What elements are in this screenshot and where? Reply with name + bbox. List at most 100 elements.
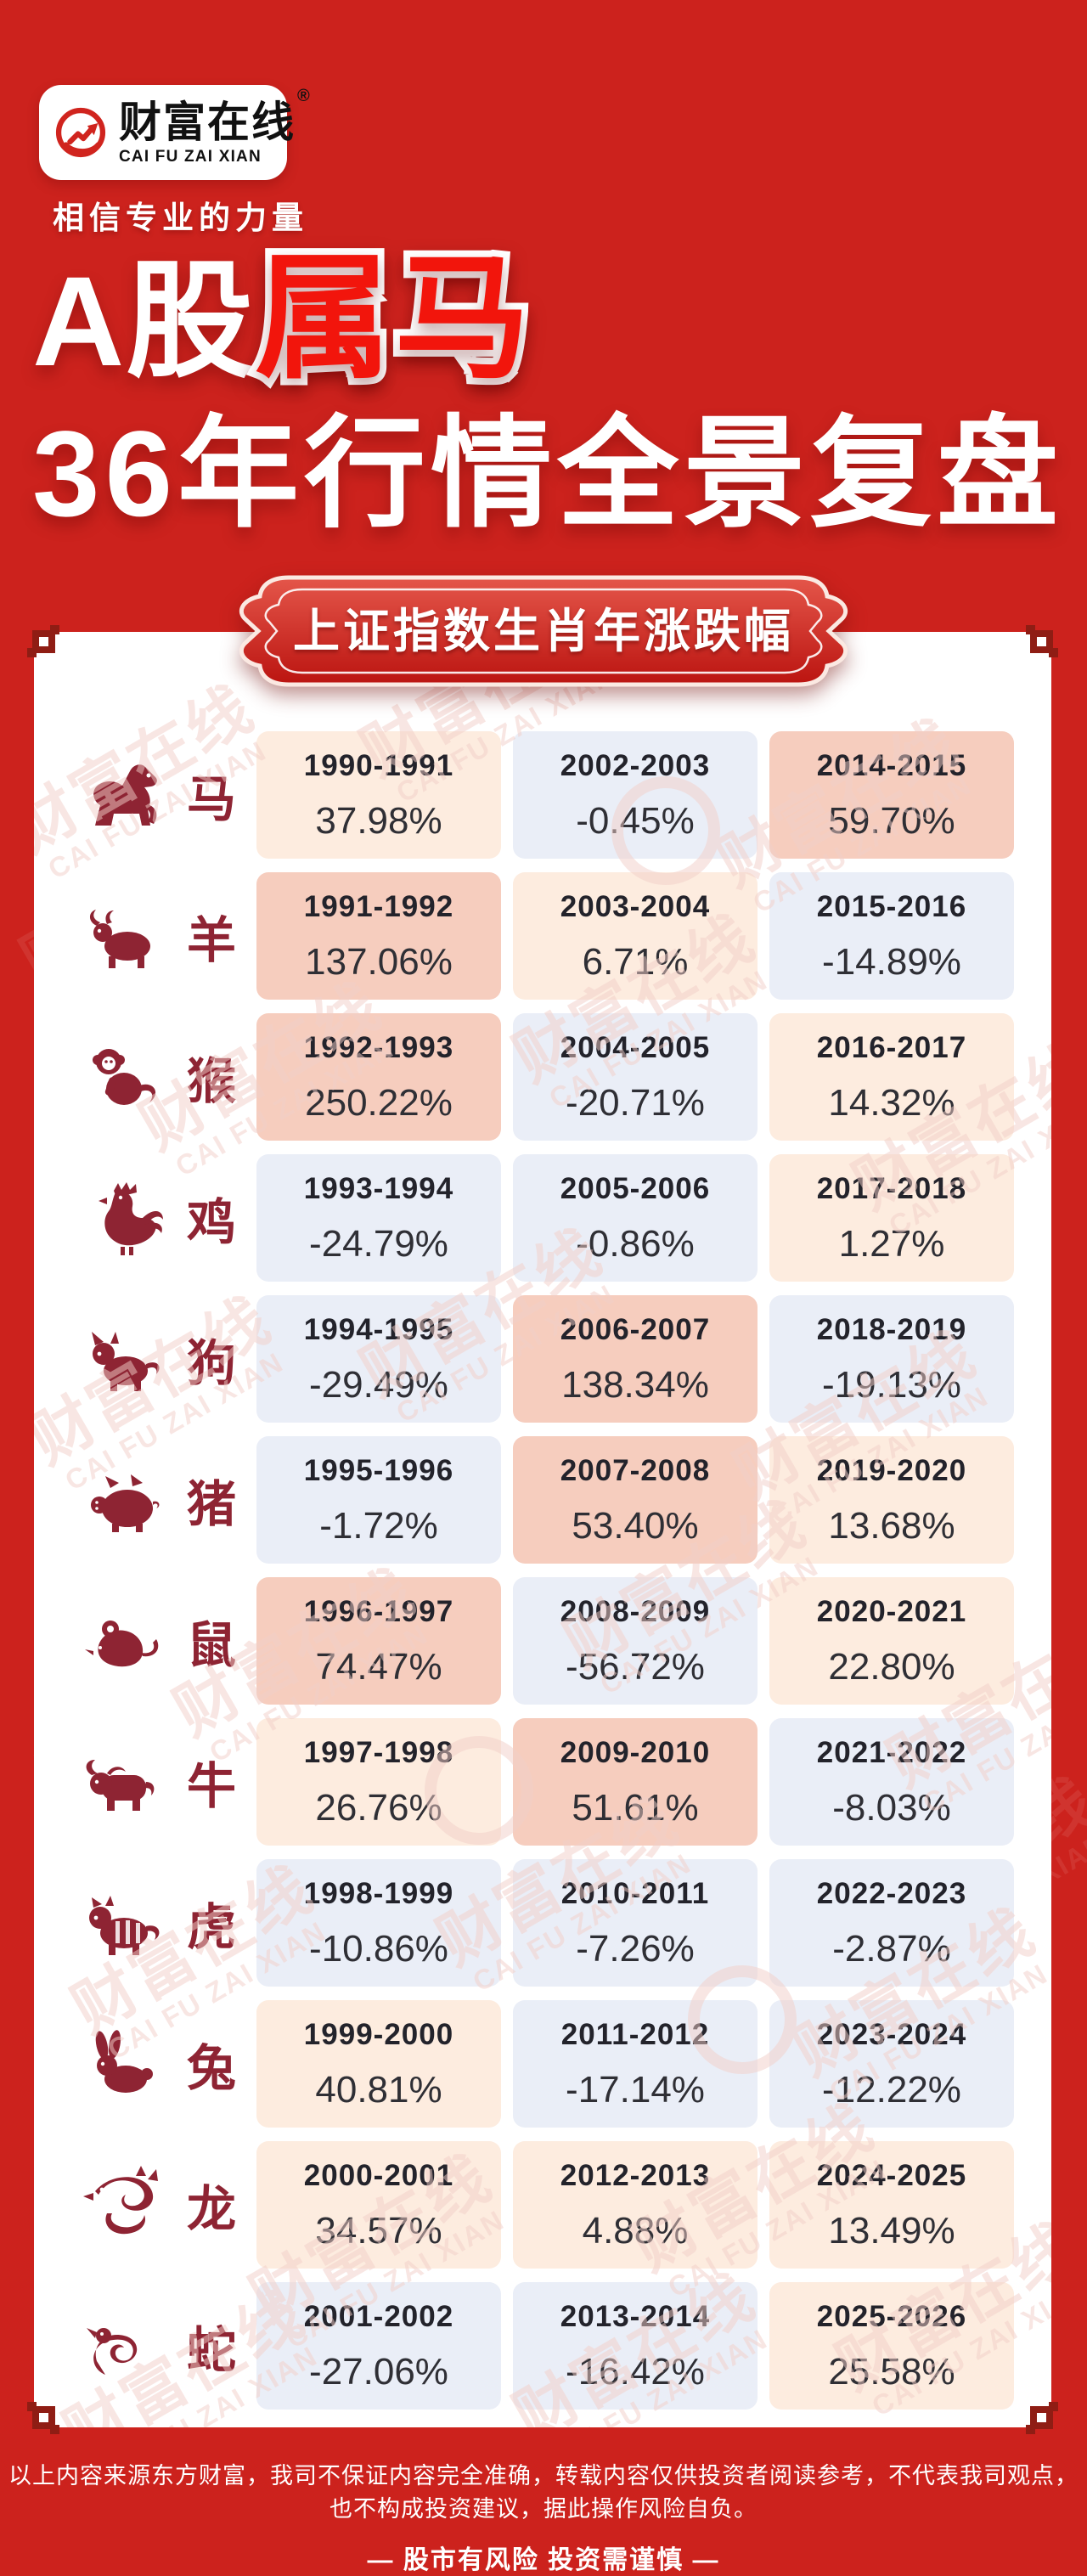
period-change: -29.49% xyxy=(309,1364,448,1406)
period-cell: 2016-2017 14.32% xyxy=(769,1013,1014,1141)
plaque-frame-icon xyxy=(239,575,848,687)
period-change: -0.86% xyxy=(576,1223,695,1265)
period-years: 2014-2015 xyxy=(816,749,967,782)
period-cell: 2006-2007 138.34% xyxy=(513,1295,758,1423)
zodiac-label: 鸡 xyxy=(186,1195,236,1250)
zodiac-table: 马 1990-1991 37.98% 2002-2003 -0.45% 2014-2015… xyxy=(34,731,1051,2423)
period-change: 40.81% xyxy=(315,2069,442,2111)
period-years: 2023-2024 xyxy=(816,2018,967,2051)
period-cell: 2013-2014 -16.42% xyxy=(513,2282,758,2410)
period-change: 14.32% xyxy=(828,1082,955,1124)
zodiac-row: 龙 2000-2001 34.57% 2012-2013 4.88% 2024-2025 1… xyxy=(82,2141,1051,2269)
period-change: -19.13% xyxy=(822,1364,961,1406)
banner-title: 上证指数生肖年涨跌幅 xyxy=(292,606,794,657)
period-years: 2010-2011 xyxy=(560,1877,710,1910)
snake-zodiac-icon xyxy=(82,2300,166,2392)
period-cell: 1996-1997 74.47% xyxy=(256,1577,501,1705)
dragon-zodiac-icon xyxy=(82,2159,166,2251)
period-cell: 2010-2011 -7.26% xyxy=(513,1859,758,1987)
period-change: -1.72% xyxy=(319,1505,438,1547)
period-change: 26.76% xyxy=(315,1787,442,1829)
period-cell: 2019-2020 13.68% xyxy=(769,1436,1014,1564)
zodiac-label: 猴 xyxy=(186,1054,236,1109)
zodiac-label: 龙 xyxy=(186,2182,236,2237)
zodiac-row: 羊 1991-1992 137.06% 2003-2004 6.71% 2015-2016… xyxy=(82,872,1051,1000)
footer-risk-note: — 股市有风险 投资需谨慎 — xyxy=(367,2546,720,2574)
title-line1: A股属马 xyxy=(32,247,1060,389)
period-change: -7.26% xyxy=(576,1928,695,1970)
period-years: 2000-2001 xyxy=(303,2159,454,2192)
period-change: -14.89% xyxy=(822,941,961,983)
period-years: 2006-2007 xyxy=(560,1313,711,1346)
period-years: 2018-2019 xyxy=(816,1313,967,1346)
period-years: 2011-2012 xyxy=(560,2018,710,2051)
period-years: 1996-1997 xyxy=(303,1595,454,1628)
corner-ornament-icon xyxy=(27,625,59,657)
horse-zodiac-icon xyxy=(82,749,166,841)
main-title: A股属马 36年行情全景复盘 xyxy=(32,247,1060,539)
brand-name-cn: 财富在线® xyxy=(119,86,312,146)
period-cell: 1997-1998 26.76% xyxy=(256,1718,501,1846)
period-cell: 2012-2013 4.88% xyxy=(513,2141,758,2269)
period-years: 1994-1995 xyxy=(303,1313,454,1346)
zodiac-row: 马 1990-1991 37.98% 2002-2003 -0.45% 2014-2015… xyxy=(82,731,1051,859)
period-cell: 2002-2003 -0.45% xyxy=(513,731,758,859)
period-change: 25.58% xyxy=(828,2351,955,2393)
zodiac-row: 牛 1997-1998 26.76% 2009-2010 51.61% 2021-2022… xyxy=(82,1718,1051,1846)
period-years: 2008-2009 xyxy=(560,1595,711,1628)
period-change: -0.45% xyxy=(576,800,695,842)
period-years: 2015-2016 xyxy=(816,890,967,923)
period-cell: 2021-2022 -8.03% xyxy=(769,1718,1014,1846)
section-banner: 上证指数生肖年涨跌幅 xyxy=(221,567,866,695)
zodiac-row: 虎 1998-1999 -10.86% 2010-2011 -7.26% 2022-202… xyxy=(82,1859,1051,1987)
period-years: 1992-1993 xyxy=(303,1031,454,1064)
period-change: 37.98% xyxy=(315,800,442,842)
pig-zodiac-icon xyxy=(82,1454,166,1546)
period-cell: 2022-2023 -2.87% xyxy=(769,1859,1014,1987)
zodiac-label: 马 xyxy=(186,772,236,827)
brand-name-en: CAI FU ZAI XIAN xyxy=(119,147,262,166)
rooster-zodiac-icon xyxy=(82,1172,166,1264)
period-cell: 2007-2008 53.40% xyxy=(513,1436,758,1564)
title-line1-highlight: 属马 xyxy=(255,247,533,389)
period-change: -20.71% xyxy=(566,1082,705,1124)
period-years: 2007-2008 xyxy=(560,1454,711,1487)
period-years: 2002-2003 xyxy=(560,749,711,782)
registered-mark: ® xyxy=(297,86,312,105)
period-years: 2017-2018 xyxy=(816,1172,967,1205)
period-change: -17.14% xyxy=(566,2069,705,2111)
corner-ornament-icon xyxy=(27,2402,59,2434)
period-cell: 2023-2024 -12.22% xyxy=(769,2000,1014,2128)
period-cell: 2025-2026 25.58% xyxy=(769,2282,1014,2410)
period-years: 1991-1992 xyxy=(303,890,454,923)
dog-zodiac-icon xyxy=(82,1313,166,1405)
period-cell: 2004-2005 -20.71% xyxy=(513,1013,758,1141)
zodiac-label: 鼠 xyxy=(186,1618,236,1673)
period-change: 13.68% xyxy=(828,1505,955,1547)
period-cell: 1991-1992 137.06% xyxy=(256,872,501,1000)
monkey-zodiac-icon xyxy=(82,1031,166,1123)
corner-ornament-icon xyxy=(1026,625,1058,657)
period-change: 59.70% xyxy=(828,800,955,842)
period-years: 1997-1998 xyxy=(303,1736,454,1769)
brand-logo: 财富在线® CAI FU ZAI XIAN xyxy=(39,85,310,180)
period-cell: 1999-2000 40.81% xyxy=(256,2000,501,2128)
zodiac-row: 鸡 1993-1994 -24.79% 2005-2006 -0.86% 2017-201… xyxy=(82,1154,1051,1282)
period-cell: 2018-2019 -19.13% xyxy=(769,1295,1014,1423)
period-change: -10.86% xyxy=(309,1928,448,1970)
period-years: 2024-2025 xyxy=(816,2159,967,2192)
period-change: -12.22% xyxy=(822,2069,961,2111)
zodiac-label: 猪 xyxy=(186,1477,236,1532)
period-years: 1990-1991 xyxy=(303,749,454,782)
period-years: 2021-2022 xyxy=(816,1736,967,1769)
zodiac-row: 猴 1992-1993 250.22% 2004-2005 -20.71% 2016-20… xyxy=(82,1013,1051,1141)
period-years: 1993-1994 xyxy=(303,1172,454,1205)
period-years: 2004-2005 xyxy=(560,1031,711,1064)
period-change: 51.61% xyxy=(572,1787,699,1829)
period-change: -16.42% xyxy=(566,2351,705,2393)
period-cell: 1994-1995 -29.49% xyxy=(256,1295,501,1423)
period-cell: 2024-2025 13.49% xyxy=(769,2141,1014,2269)
ox-zodiac-icon xyxy=(82,1736,166,1828)
zodiac-row: 猪 1995-1996 -1.72% 2007-2008 53.40% 2019-2020… xyxy=(82,1436,1051,1564)
